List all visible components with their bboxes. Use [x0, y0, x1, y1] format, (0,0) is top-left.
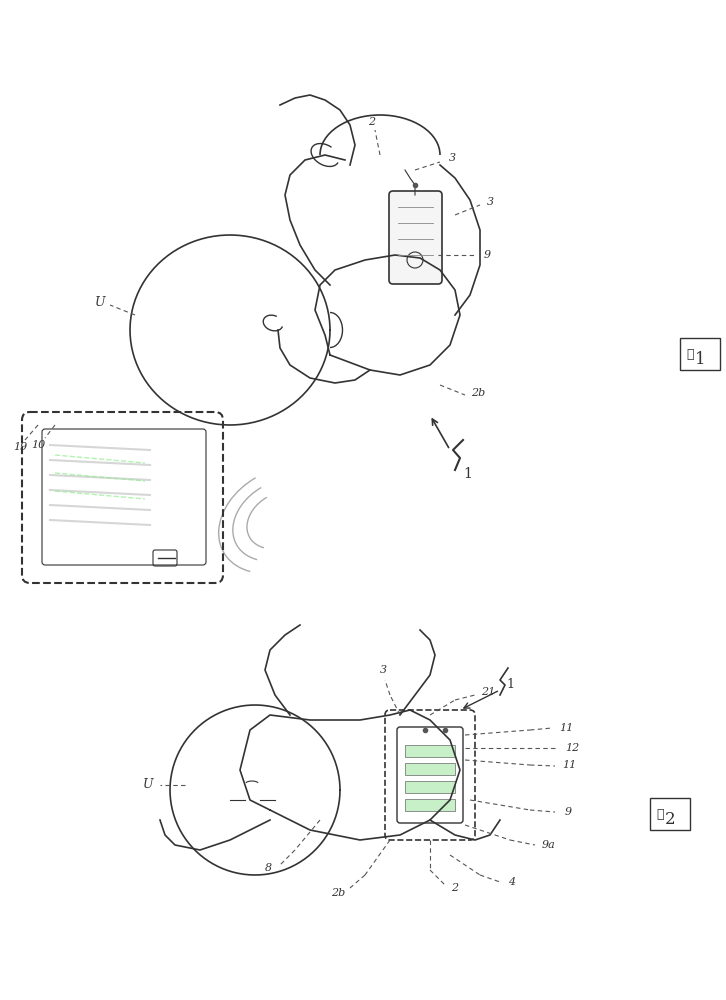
Text: 图: 图 — [686, 348, 694, 360]
Text: 3: 3 — [486, 197, 494, 207]
Text: 19: 19 — [13, 442, 27, 452]
Bar — [405, 745, 455, 757]
Text: 3: 3 — [380, 665, 386, 675]
Text: 12: 12 — [565, 743, 579, 753]
Bar — [405, 799, 455, 811]
Text: 9: 9 — [564, 807, 571, 817]
Text: 2: 2 — [665, 812, 675, 828]
Text: 1: 1 — [464, 467, 473, 481]
Text: 10: 10 — [31, 440, 45, 450]
FancyBboxPatch shape — [389, 191, 442, 284]
Text: 1: 1 — [695, 352, 706, 368]
Text: 2: 2 — [368, 117, 375, 127]
Text: 3: 3 — [449, 153, 455, 163]
Bar — [405, 763, 455, 775]
Text: 21: 21 — [481, 687, 495, 697]
Text: 2: 2 — [452, 883, 459, 893]
Text: 1: 1 — [506, 678, 514, 692]
Text: 11: 11 — [559, 723, 573, 733]
Text: 8: 8 — [264, 863, 272, 873]
Text: U: U — [143, 778, 153, 792]
Text: 2b: 2b — [331, 888, 345, 898]
Text: 2b: 2b — [471, 388, 485, 398]
Text: 11: 11 — [562, 760, 576, 770]
Text: 图: 图 — [656, 808, 664, 820]
Text: 4: 4 — [508, 877, 515, 887]
Text: 9a: 9a — [541, 840, 555, 850]
Text: 9: 9 — [484, 250, 491, 260]
Text: U: U — [95, 296, 105, 308]
Bar — [405, 781, 455, 793]
